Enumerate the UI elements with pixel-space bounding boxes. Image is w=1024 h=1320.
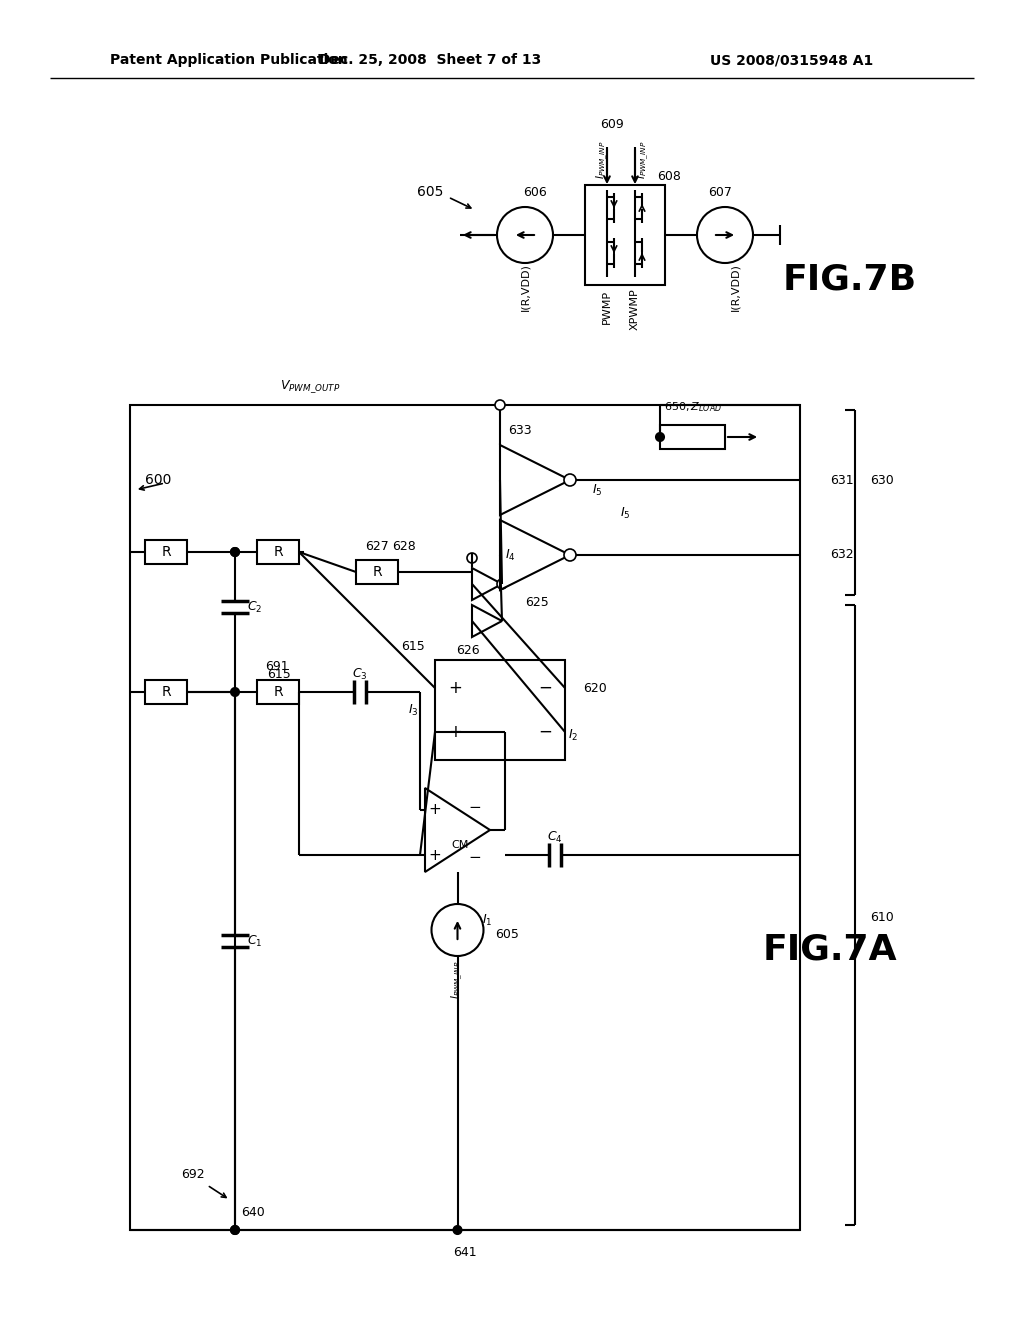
Circle shape (231, 548, 239, 556)
Text: FIG.7B: FIG.7B (783, 263, 918, 297)
Text: $I_5$: $I_5$ (592, 482, 602, 498)
Text: $I_5$: $I_5$ (620, 506, 630, 520)
Text: 610: 610 (870, 911, 894, 924)
Circle shape (467, 553, 477, 564)
Text: 608: 608 (657, 170, 681, 183)
Text: 615: 615 (401, 639, 425, 652)
Text: $I_{PWM\_INP}$: $I_{PWM\_INP}$ (450, 961, 465, 999)
Text: 631: 631 (830, 474, 854, 487)
Circle shape (656, 433, 664, 441)
Circle shape (495, 400, 505, 411)
Circle shape (564, 549, 575, 561)
Bar (660, 425, 725, 449)
Text: 632: 632 (830, 549, 854, 561)
Polygon shape (425, 788, 490, 873)
Circle shape (431, 904, 483, 956)
Text: Dec. 25, 2008  Sheet 7 of 13: Dec. 25, 2008 Sheet 7 of 13 (318, 53, 541, 67)
Text: CM: CM (452, 840, 469, 850)
Text: +: + (429, 803, 441, 817)
Text: 606: 606 (523, 186, 547, 199)
Circle shape (697, 207, 753, 263)
Circle shape (231, 688, 239, 696)
Text: −: − (469, 850, 481, 866)
Text: +: + (429, 847, 441, 862)
Text: 607: 607 (708, 186, 732, 199)
Circle shape (231, 1226, 239, 1234)
Text: 633: 633 (508, 424, 531, 437)
Text: R: R (372, 565, 382, 579)
Text: US 2008/0315948 A1: US 2008/0315948 A1 (710, 53, 873, 67)
Polygon shape (472, 568, 502, 601)
Text: I(R,VDD): I(R,VDD) (520, 263, 530, 312)
Text: 627: 627 (366, 540, 389, 553)
Text: $650,Z_{LOAD}$: $650,Z_{LOAD}$ (664, 400, 722, 414)
Text: −: − (469, 800, 481, 816)
Text: $C_2$: $C_2$ (248, 599, 263, 615)
Text: −: − (538, 678, 552, 697)
Circle shape (564, 474, 575, 486)
Text: $I_3$: $I_3$ (408, 702, 418, 718)
Bar (130, 405, 800, 1230)
Bar (356, 560, 398, 583)
Text: 626: 626 (456, 644, 480, 656)
Text: I(R,VDD): I(R,VDD) (730, 263, 740, 312)
Text: 605: 605 (496, 928, 519, 941)
Text: 692: 692 (181, 1168, 205, 1181)
Text: 691: 691 (265, 660, 289, 672)
Text: $I_1$: $I_1$ (482, 912, 493, 928)
Bar (435, 660, 565, 760)
Text: $I_4$: $I_4$ (505, 548, 515, 562)
Text: $C_1$: $C_1$ (247, 933, 263, 949)
Text: R: R (161, 685, 171, 700)
Circle shape (496, 401, 504, 409)
Circle shape (231, 1226, 239, 1234)
Text: 640: 640 (241, 1205, 265, 1218)
Polygon shape (500, 520, 570, 590)
Circle shape (454, 1226, 462, 1234)
Text: 625: 625 (525, 595, 549, 609)
Text: R: R (273, 685, 283, 700)
Text: Patent Application Publication: Patent Application Publication (110, 53, 348, 67)
Text: $V_{PWM\_OUTP}$: $V_{PWM\_OUTP}$ (280, 379, 340, 396)
Bar (257, 680, 299, 704)
Text: 641: 641 (454, 1246, 477, 1258)
Text: XPWMP: XPWMP (630, 288, 640, 330)
Polygon shape (472, 605, 502, 638)
Text: +: + (449, 723, 462, 741)
Text: $I_2$: $I_2$ (568, 727, 579, 743)
Bar (145, 680, 187, 704)
Bar (585, 185, 665, 285)
Text: 620: 620 (583, 681, 607, 694)
Text: 615: 615 (267, 668, 291, 681)
Text: R: R (273, 545, 283, 558)
Text: $C_3$: $C_3$ (351, 667, 368, 681)
Text: PWMP: PWMP (602, 290, 612, 325)
Polygon shape (500, 445, 570, 515)
Text: 605: 605 (417, 185, 443, 199)
Bar (257, 540, 299, 564)
Text: $I_{PWM\_INP}$: $I_{PWM\_INP}$ (594, 141, 609, 180)
Text: 600: 600 (144, 473, 171, 487)
Text: $C_4$: $C_4$ (547, 829, 563, 845)
Text: FIG.7A: FIG.7A (763, 933, 897, 968)
Text: 630: 630 (870, 474, 894, 487)
Circle shape (231, 548, 239, 556)
Text: R: R (161, 545, 171, 558)
Circle shape (497, 579, 507, 589)
Bar (145, 540, 187, 564)
Text: 628: 628 (392, 540, 416, 553)
Circle shape (497, 207, 553, 263)
Text: $I_{PWM\_INP}$: $I_{PWM\_INP}$ (636, 141, 650, 180)
Text: 609: 609 (600, 119, 624, 132)
Text: +: + (449, 678, 462, 697)
Text: −: − (538, 723, 552, 741)
